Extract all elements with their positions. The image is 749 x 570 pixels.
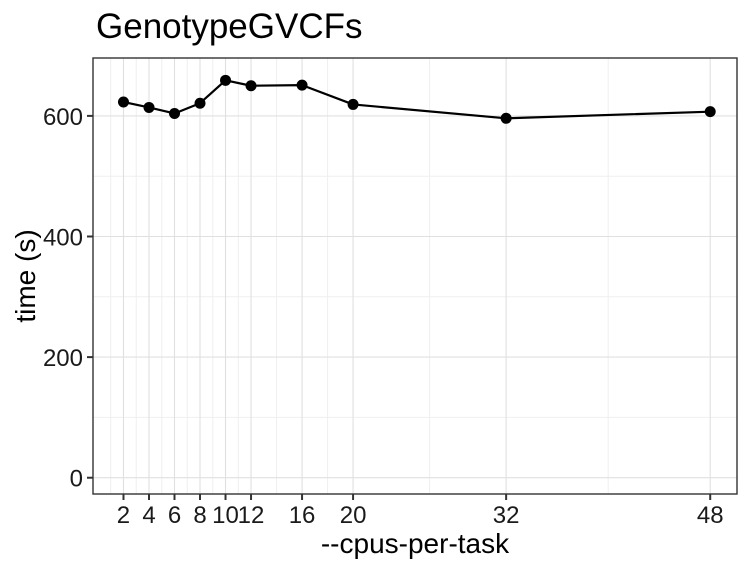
data-line <box>122 79 712 120</box>
data-point <box>500 112 512 124</box>
data-point <box>704 106 716 118</box>
data-point <box>347 98 359 110</box>
y-tick-label: 600 <box>43 104 83 131</box>
y-tick-label: 400 <box>43 225 83 252</box>
data-point <box>169 107 181 119</box>
data-point <box>296 79 308 91</box>
y-tick-label: 200 <box>43 345 83 372</box>
x-tick-label: 2 <box>117 502 130 529</box>
x-tick-label: 12 <box>238 502 265 529</box>
x-tick-label: 16 <box>289 502 316 529</box>
x-tick-label: 20 <box>340 502 367 529</box>
data-point <box>194 97 206 109</box>
data-point <box>245 80 257 92</box>
x-tick-label: 6 <box>168 502 181 529</box>
x-tick-label: 32 <box>493 502 520 529</box>
y-axis-title: time (s) <box>10 229 41 323</box>
y-tick-label: 0 <box>70 466 83 493</box>
data-point <box>143 101 155 113</box>
panel-border <box>92 57 738 495</box>
panel-background <box>93 58 737 494</box>
x-axis-title: --cpus-per-task <box>320 528 510 559</box>
data-point <box>117 96 129 108</box>
chart-title: GenotypeGVCFs <box>96 7 363 46</box>
x-tick-label: 8 <box>193 502 206 529</box>
x-tick-label: 48 <box>697 502 724 529</box>
data-point <box>220 74 232 86</box>
x-tick-label: 10 <box>212 502 239 529</box>
x-tick-label: 4 <box>142 502 155 529</box>
